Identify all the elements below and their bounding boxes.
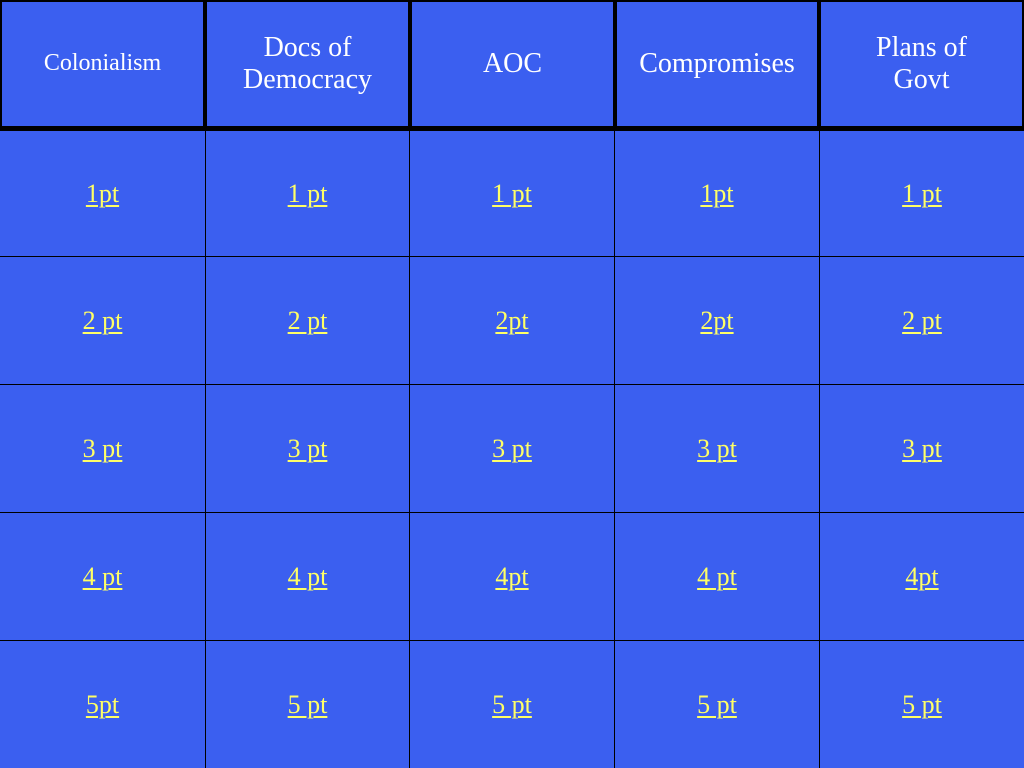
- point-link[interactable]: 2pt: [700, 305, 734, 335]
- category-label: Compromises: [639, 47, 795, 79]
- question-cell[interactable]: 4pt: [820, 513, 1024, 640]
- point-link[interactable]: 2pt: [495, 305, 529, 335]
- point-grid: 1pt 1 pt 1 pt 1pt 1 pt 2 pt 2 pt 2pt 2pt…: [0, 130, 1024, 768]
- question-cell[interactable]: 4 pt: [0, 513, 205, 640]
- category-header-plans-of-govt: Plans of Govt: [821, 2, 1022, 126]
- question-cell[interactable]: 3 pt: [820, 385, 1024, 512]
- category-label: Docs of Democracy: [242, 31, 373, 95]
- question-cell[interactable]: 5 pt: [206, 641, 409, 768]
- point-link[interactable]: 1 pt: [902, 178, 942, 208]
- category-header-docs-of-democracy: Docs of Democracy: [207, 2, 408, 126]
- question-cell[interactable]: 1pt: [0, 131, 205, 256]
- question-cell[interactable]: 1pt: [615, 131, 819, 256]
- point-link[interactable]: 1pt: [85, 178, 120, 208]
- point-link[interactable]: 1pt: [700, 178, 734, 208]
- question-cell[interactable]: 5 pt: [410, 641, 614, 768]
- point-link[interactable]: 1 pt: [492, 178, 532, 208]
- point-link[interactable]: 5 pt: [697, 689, 737, 719]
- category-label: Colonialism: [43, 50, 162, 77]
- question-cell[interactable]: 4 pt: [206, 513, 409, 640]
- question-cell[interactable]: 5 pt: [820, 641, 1024, 768]
- point-link[interactable]: 3 pt: [697, 433, 737, 463]
- point-link[interactable]: 4pt: [905, 561, 939, 591]
- question-cell[interactable]: 4 pt: [615, 513, 819, 640]
- question-cell[interactable]: 2 pt: [0, 257, 205, 384]
- point-link[interactable]: 2 pt: [82, 305, 123, 335]
- category-header-aoc: AOC: [412, 2, 613, 126]
- point-link[interactable]: 3 pt: [82, 433, 123, 463]
- point-link[interactable]: 5pt: [85, 689, 120, 719]
- point-link[interactable]: 4 pt: [697, 561, 737, 591]
- point-link[interactable]: 1 pt: [287, 178, 328, 208]
- question-cell[interactable]: 1 pt: [206, 131, 409, 256]
- point-link[interactable]: 3 pt: [902, 433, 942, 463]
- question-cell[interactable]: 3 pt: [0, 385, 205, 512]
- point-link[interactable]: 5 pt: [902, 689, 942, 719]
- category-header-compromises: Compromises: [617, 2, 817, 126]
- category-header-colonialism: Colonialism: [2, 2, 203, 126]
- point-link[interactable]: 5 pt: [287, 689, 328, 719]
- question-cell[interactable]: 2pt: [410, 257, 614, 384]
- question-cell[interactable]: 3 pt: [206, 385, 409, 512]
- point-link[interactable]: 3 pt: [287, 433, 328, 463]
- question-cell[interactable]: 3 pt: [615, 385, 819, 512]
- point-link[interactable]: 2 pt: [287, 305, 328, 335]
- question-cell[interactable]: 5 pt: [615, 641, 819, 768]
- question-cell[interactable]: 3 pt: [410, 385, 614, 512]
- category-header-row: Colonialism Docs of Democracy AOC Compro…: [0, 0, 1024, 130]
- question-cell[interactable]: 2 pt: [820, 257, 1024, 384]
- category-label: Plans of Govt: [876, 31, 967, 95]
- point-link[interactable]: 5 pt: [492, 689, 532, 719]
- question-cell[interactable]: 2 pt: [206, 257, 409, 384]
- point-link[interactable]: 4 pt: [287, 561, 328, 591]
- question-cell[interactable]: 1 pt: [820, 131, 1024, 256]
- category-label: AOC: [482, 47, 543, 79]
- question-cell[interactable]: 2pt: [615, 257, 819, 384]
- point-link[interactable]: 3 pt: [492, 433, 532, 463]
- question-cell[interactable]: 4pt: [410, 513, 614, 640]
- point-link[interactable]: 2 pt: [902, 305, 942, 335]
- point-link[interactable]: 4pt: [495, 561, 529, 591]
- question-cell[interactable]: 5pt: [0, 641, 205, 768]
- question-cell[interactable]: 1 pt: [410, 131, 614, 256]
- point-link[interactable]: 4 pt: [82, 561, 123, 591]
